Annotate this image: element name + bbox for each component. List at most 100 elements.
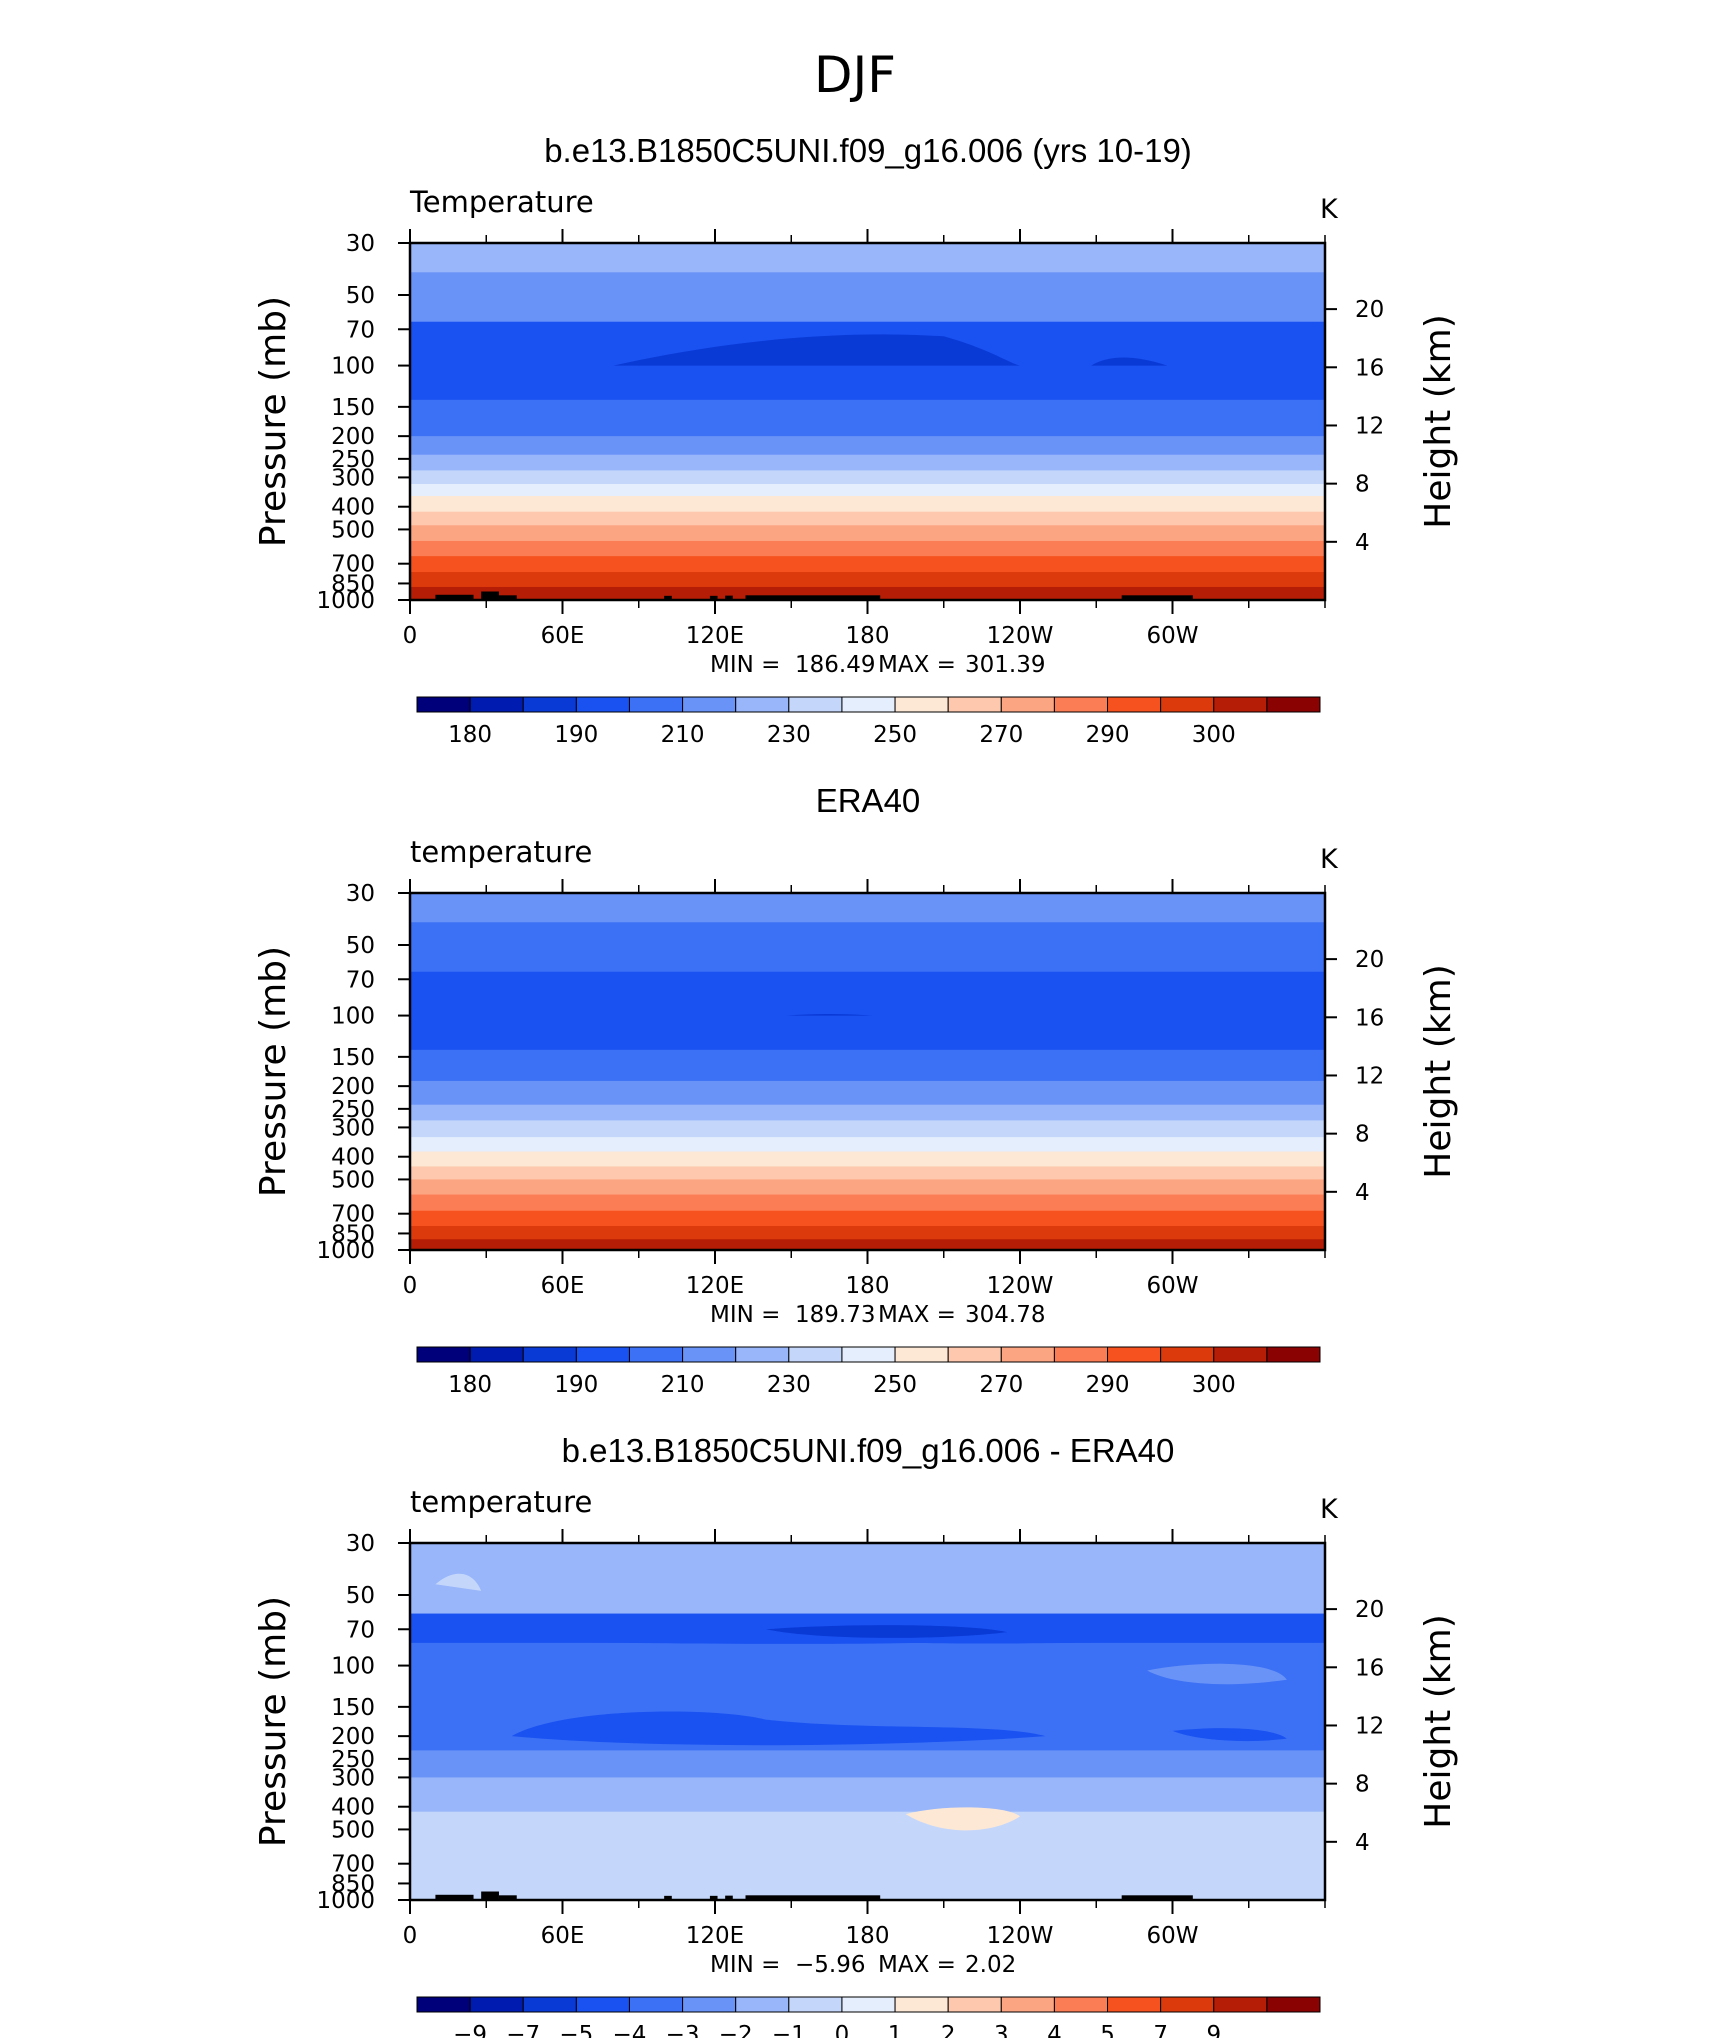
x-tick-label: 120W (987, 1273, 1054, 1299)
x-axis-ticks: 0 60E 120E 180 120W 60W (403, 879, 1326, 1299)
x-tick-label: 60E (541, 1273, 585, 1299)
contour-band (410, 454, 1325, 471)
x-tick-label: 60W (1146, 1273, 1198, 1299)
colorbar-swatch (628, 1346, 684, 1363)
topography-block (498, 1895, 517, 1900)
y-tick-label: 200 (331, 424, 375, 450)
topography-block (1121, 595, 1193, 600)
colorbar-swatch (1213, 1996, 1268, 2013)
variable-label: temperature (410, 1485, 592, 1519)
topography-block (481, 591, 499, 600)
units-label: K (1320, 844, 1339, 875)
stats-line: MIN = 186.49 MAX = 301.39 (710, 652, 1045, 678)
colorbar-swatch (522, 1346, 577, 1363)
colorbar-swatch (735, 696, 790, 713)
x-tick-label: 180 (846, 623, 890, 649)
y2-axis-ticks: 20 16 12 8 4 (1325, 297, 1384, 556)
colorbar-swatch (416, 696, 471, 713)
contour-band (410, 470, 1325, 485)
contour-band (410, 1811, 1325, 1873)
y2-tick-label: 16 (1355, 1655, 1384, 1681)
y-tick-label: 70 (346, 1617, 375, 1643)
weak-anomaly-region (1147, 1663, 1287, 1685)
y-tick-label: 50 (346, 283, 375, 309)
y2-tick-label: 16 (1355, 355, 1384, 381)
topography-block (725, 595, 733, 600)
topography-block (745, 1895, 881, 1900)
colorbar-label: 4 (1047, 2022, 1062, 2038)
y-tick-label: 200 (331, 1724, 375, 1750)
colorbar: 180 190 210 230 250 270 290 300 (416, 696, 1321, 748)
topography-block (1121, 1895, 1193, 1900)
colorbar-label: −1 (772, 2022, 806, 2038)
topography-block (725, 1895, 733, 1900)
colorbar-swatch (522, 1996, 577, 2013)
contour-band (410, 1777, 1325, 1813)
y-tick-label: 200 (331, 1074, 375, 1100)
colorbar-swatch (1160, 1996, 1215, 2013)
contour-band (410, 971, 1325, 1051)
y-tick-label: 400 (331, 495, 375, 521)
colorbar-label: 290 (1086, 722, 1130, 748)
variable-label: temperature (410, 835, 592, 869)
contour-band (410, 556, 1325, 573)
contour-band (410, 1210, 1325, 1227)
y-tick-label: 50 (346, 933, 375, 959)
y-tick-label: 850 (331, 1221, 375, 1247)
y2-axis-ticks: 20 16 12 8 4 (1325, 1597, 1384, 1856)
colorbar-swatch (469, 1996, 524, 2013)
x-tick-label: 120E (686, 1923, 744, 1949)
x-tick-label: 120W (987, 623, 1054, 649)
colorbar-swatch (575, 1346, 630, 1363)
x-tick-label: 60E (541, 623, 585, 649)
contour-bands (410, 1543, 1325, 1901)
colorbar-label: 270 (979, 722, 1023, 748)
colorbar-swatch (416, 1996, 471, 2013)
contour-band (410, 436, 1325, 456)
y2-tick-label: 4 (1355, 1180, 1370, 1206)
y-tick-label: 500 (331, 1817, 375, 1843)
colorbar-swatch (1107, 1346, 1162, 1363)
panel-title: ERA40 (816, 782, 921, 819)
y-tick-label: 400 (331, 1795, 375, 1821)
colorbar-swatch (788, 696, 843, 713)
y2-tick-label: 8 (1355, 1122, 1370, 1148)
y-tick-label: 400 (331, 1145, 375, 1171)
y2-tick-label: 20 (1355, 297, 1384, 323)
y-tick-label: 700 (331, 1202, 375, 1228)
colorbar-swatch (1107, 696, 1162, 713)
y-axis-title: Pressure (mb) (253, 296, 294, 547)
stats-max-label: MAX = (878, 652, 956, 678)
y-tick-label: 150 (331, 395, 375, 421)
colorbar-label: 9 (1206, 2022, 1221, 2038)
stats-max-label: MAX = (878, 1302, 956, 1328)
colorbar-label: −9 (453, 2022, 487, 2038)
topography (435, 591, 1193, 600)
colorbar-swatch (1266, 696, 1321, 713)
contour-band (410, 1049, 1325, 1082)
colorbar-swatch (894, 1996, 949, 2013)
x-axis-ticks: 0 60E 120E 180 120W 60W (403, 1529, 1326, 1949)
stats-max-label: MAX = (878, 1952, 956, 1978)
colorbar-label: 300 (1192, 1372, 1236, 1398)
contour-band (410, 1194, 1325, 1212)
stats-min-label: MIN = (710, 1952, 780, 1978)
x-tick-label: 120E (686, 623, 744, 649)
colorbar-label: 5 (1100, 2022, 1115, 2038)
colorbar-label: 250 (873, 1372, 917, 1398)
colorbar-label: −2 (719, 2022, 753, 2038)
x-tick-label: 60E (541, 1923, 585, 1949)
y-axis-title: Pressure (mb) (253, 1596, 294, 1847)
x-tick-label: 120W (987, 1923, 1054, 1949)
y-tick-label: 30 (346, 231, 375, 257)
stats-max-value: 301.39 (965, 652, 1045, 678)
contour-band (410, 1104, 1325, 1121)
topography-block (435, 1894, 474, 1900)
contour-band (410, 1226, 1325, 1240)
y-tick-label: 1000 (316, 588, 375, 614)
stats-max-value: 2.02 (965, 1952, 1016, 1978)
y2-tick-label: 8 (1355, 472, 1370, 498)
x-tick-label: 0 (403, 623, 418, 649)
contour-band (410, 483, 1325, 497)
y-tick-label: 70 (346, 967, 375, 993)
